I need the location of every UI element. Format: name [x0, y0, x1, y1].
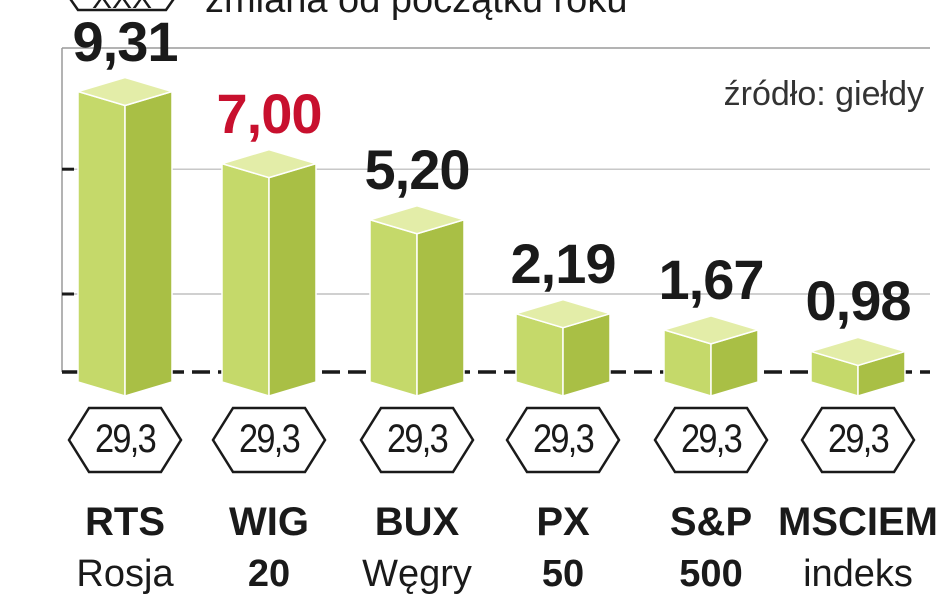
- category-subtitle: 20: [247, 553, 291, 595]
- bar-value-label: 7,00: [216, 81, 323, 145]
- bar-value-label: 5,20: [364, 137, 471, 201]
- category-subtitle: 500: [679, 553, 743, 595]
- bar-4: [513, 298, 613, 398]
- bar-chart: [61, 47, 930, 398]
- hexagon-badge: 29,3: [798, 404, 918, 476]
- hexagon-badge: 29,3: [503, 404, 623, 476]
- category-name: WIG: [229, 500, 309, 544]
- hexagon-badge-text: 29,3: [94, 417, 157, 461]
- header-hexagon-badge: [69, 0, 175, 12]
- bar-6-top-face: [808, 336, 908, 367]
- category-name: S&P: [669, 500, 753, 544]
- hexagon-badge-text: 29,3: [827, 417, 890, 461]
- bar-1-top-face: [75, 76, 175, 107]
- bar-3: [367, 204, 467, 398]
- hexagon-badge: 29,3: [65, 404, 185, 476]
- bar-2-left-face: [221, 162, 270, 398]
- bar-value-label: 2,19: [510, 231, 617, 295]
- bar-value-label: 0,98: [805, 269, 912, 333]
- hexagon-badge: 29,3: [357, 404, 477, 476]
- hexagon-badge-outline: [800, 406, 916, 474]
- bar-6: [808, 336, 908, 398]
- hexagon-badge: 29,3: [651, 404, 771, 476]
- bar-4-top-face: [513, 298, 613, 329]
- hexagon-badge-outline: [359, 406, 475, 474]
- bar-2-top-face: [219, 148, 319, 179]
- bar-value-label: 1,67: [658, 247, 765, 311]
- bar-2: [219, 148, 319, 398]
- category-name: BUX: [374, 500, 460, 544]
- bar-1-right-face: [124, 90, 173, 398]
- category-subtitle: indeks: [803, 553, 913, 595]
- category-subtitle: Rosja: [76, 553, 174, 595]
- category-subtitle: 50: [541, 553, 585, 595]
- bar-2-right-face: [268, 162, 317, 398]
- chart-header: XXX zmiana od początku roku: [0, 0, 948, 22]
- bar-3-right-face: [416, 218, 465, 398]
- hexagon-badge-outline: [653, 406, 769, 474]
- hexagon-badge-text: 29,3: [238, 417, 301, 461]
- chart-subtitle: zmiana od początku roku: [205, 0, 628, 21]
- hexagon-badge-outline: [67, 406, 183, 474]
- bar-5: [661, 315, 761, 398]
- category-name: PX: [536, 500, 590, 544]
- hexagon-badge-text: 29,3: [532, 417, 595, 461]
- bar-3-top-face: [367, 204, 467, 235]
- bar-3-left-face: [369, 218, 418, 398]
- hexagon-badge-outline: [505, 406, 621, 474]
- category-name: MSCIEM: [778, 500, 938, 544]
- bar-1-left-face: [77, 90, 126, 398]
- category-name: RTS: [85, 500, 165, 544]
- header-badge-text: XXX: [80, 0, 164, 16]
- hexagon-badge-text: 29,3: [680, 417, 743, 461]
- hexagon-badge: 29,3: [209, 404, 329, 476]
- bar-1: [75, 76, 175, 398]
- bar-value-label: 9,31: [72, 9, 179, 73]
- source-note: źródło: giełdy: [723, 75, 924, 113]
- category-subtitle: Węgry: [362, 553, 472, 595]
- hexagon-badge-outline: [211, 406, 327, 474]
- hexagon-badge-text: 29,3: [386, 417, 449, 461]
- bar-5-top-face: [661, 315, 761, 345]
